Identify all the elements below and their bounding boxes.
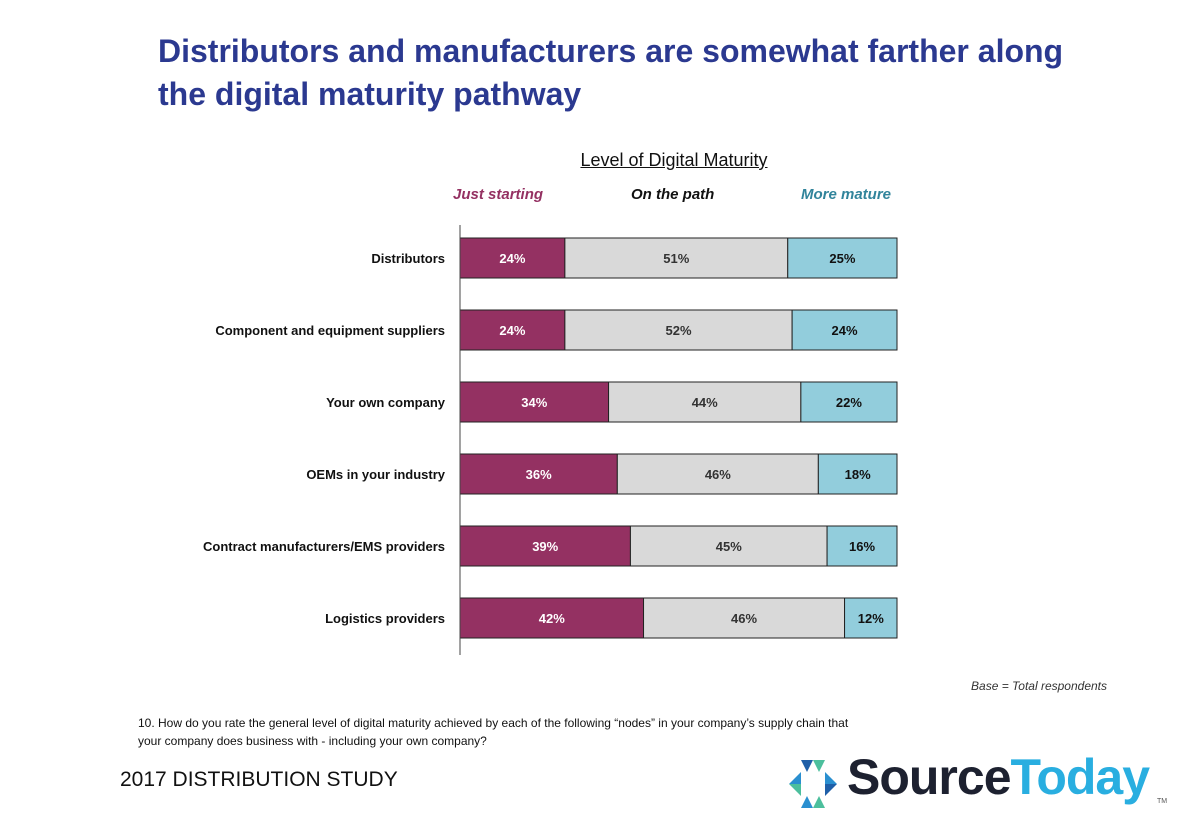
bar-segment-just-starting [459,237,566,279]
data-label: 16% [849,539,875,554]
bar-segment-on-the-path [616,453,819,495]
logo-trademark: TM [1157,798,1168,805]
data-label: 51% [663,251,689,266]
bar-segment-more-mature [844,597,898,639]
category-label: Logistics providers [325,611,445,626]
bar-segment-more-mature [826,525,898,567]
legend-on-the-path: On the path [631,186,715,203]
data-label: 52% [665,323,691,338]
bar-segment-more-mature [787,237,898,279]
logo-text-source: Source [847,749,1012,805]
logo-text-today: Today [1010,749,1151,805]
bar-segment-on-the-path [608,381,802,423]
data-label: 46% [705,467,731,482]
bar-segment-on-the-path [564,237,789,279]
data-label: 25% [829,251,855,266]
bar-segment-just-starting [459,453,618,495]
category-label: Distributors [371,251,445,266]
data-label: 36% [526,467,552,482]
data-label: 24% [832,323,858,338]
survey-question: 10. How do you rate the general level of… [138,716,849,748]
data-label: 24% [499,323,525,338]
category-label: Contract manufacturers/EMS providers [203,539,445,554]
data-label: 45% [716,539,742,554]
data-label: 39% [532,539,558,554]
logo-star-icon [789,760,837,808]
legend-more-mature: More mature [801,186,892,203]
slide-title: Distributors and manufacturers are somew… [158,33,1064,112]
data-label: 12% [858,611,884,626]
bar-segment-on-the-path [643,597,846,639]
data-label: 22% [836,395,862,410]
data-label: 34% [521,395,547,410]
legend-just-starting: Just starting [453,186,544,203]
bar-segment-more-mature [791,309,898,351]
base-note: Base = Total respondents [971,679,1107,693]
bar-segment-just-starting [459,597,645,639]
bar-segment-more-mature [800,381,898,423]
bar-segment-more-mature [817,453,898,495]
study-label: 2017 DISTRIBUTION STUDY [120,768,398,791]
category-label: Your own company [326,395,446,410]
category-label: Component and equipment suppliers [215,323,445,338]
data-label: 42% [539,611,565,626]
data-label: 24% [499,251,525,266]
data-label: 46% [731,611,757,626]
bar-segment-just-starting [459,381,610,423]
chart-title: Level of Digital Maturity [580,150,768,170]
data-label: 44% [692,395,718,410]
category-label: OEMs in your industry [306,467,445,482]
sourcetoday-logo: SourceToday TM [785,749,1175,818]
data-label: 18% [845,467,871,482]
